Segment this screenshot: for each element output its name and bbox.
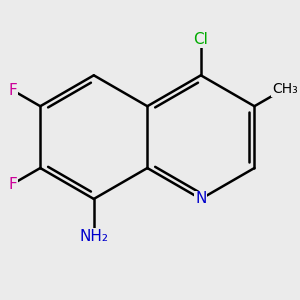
Text: Cl: Cl — [194, 32, 208, 47]
Text: F: F — [8, 177, 17, 192]
Text: CH₃: CH₃ — [272, 82, 298, 96]
Text: N: N — [195, 191, 207, 206]
Text: F: F — [8, 82, 17, 98]
Text: NH₂: NH₂ — [79, 229, 108, 244]
